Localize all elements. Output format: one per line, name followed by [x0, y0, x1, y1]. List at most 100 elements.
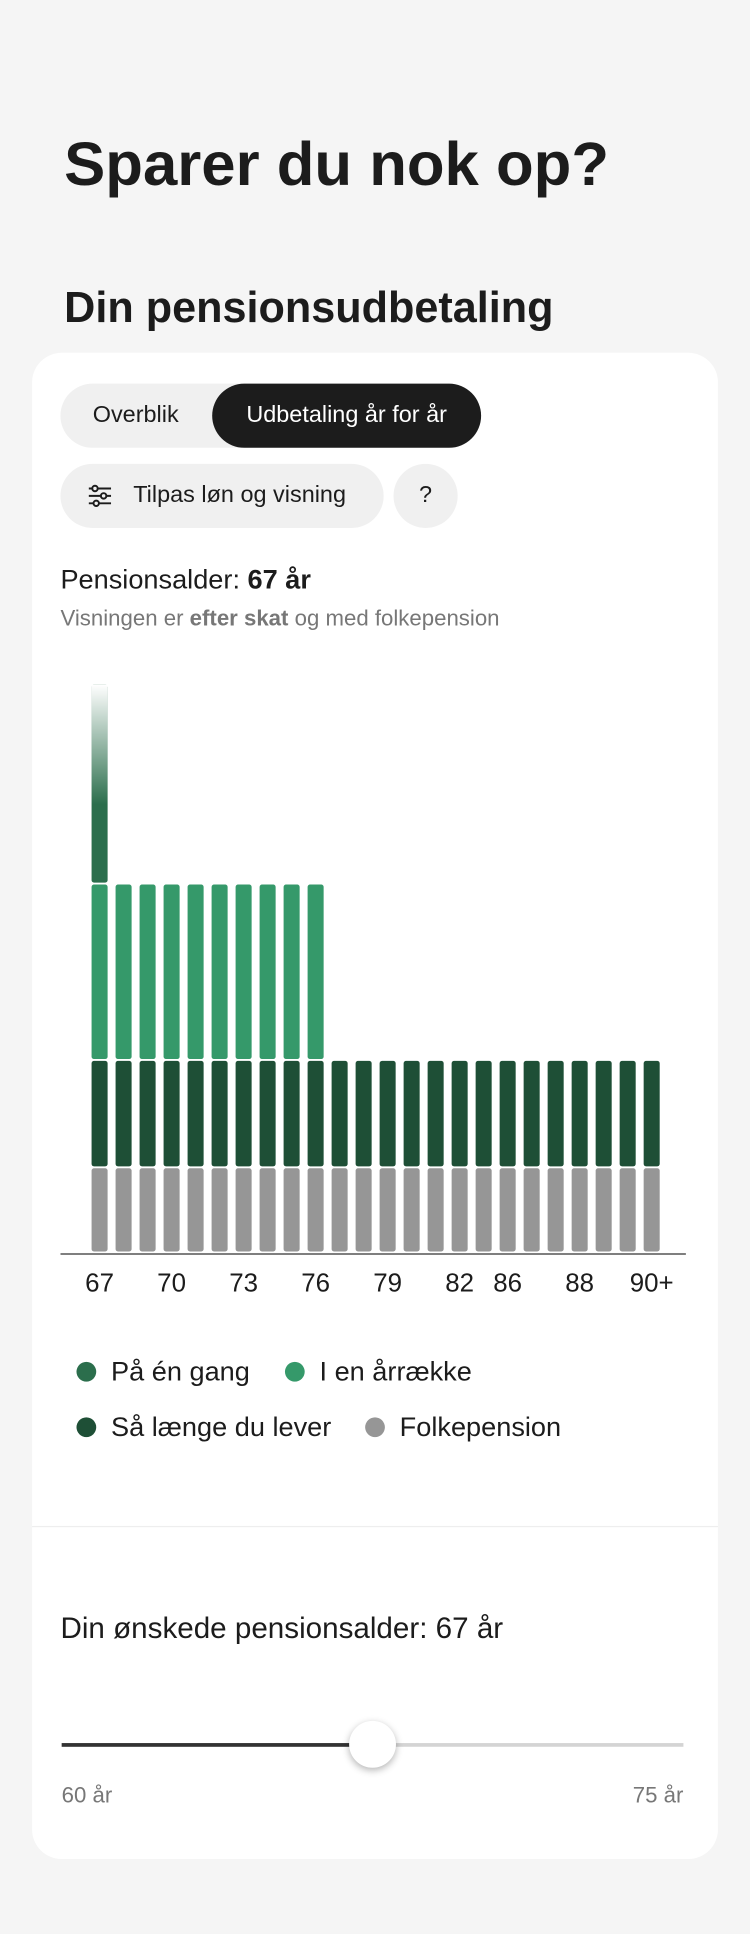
- bar-segment: [643, 1168, 660, 1252]
- legend-label: Så længe du lever: [111, 1411, 332, 1443]
- legend-item: Folkepension: [365, 1411, 561, 1443]
- bar-segment: [379, 1060, 396, 1167]
- fade: [91, 684, 108, 885]
- legend-label: I en årrække: [319, 1355, 472, 1387]
- x-tick-label: 79: [373, 1270, 402, 1298]
- bar-segment: [283, 1060, 300, 1167]
- bar-segment: [331, 1060, 348, 1167]
- bar-segment: [499, 1168, 516, 1252]
- x-tick-label: 88: [565, 1270, 594, 1298]
- bar-segment: [115, 1168, 132, 1252]
- slider-max: 75 år: [632, 1782, 684, 1808]
- slider-min: 60 år: [61, 1782, 113, 1808]
- bar-segment: [211, 884, 228, 1060]
- bar-segment: [235, 884, 252, 1060]
- pension-age: Pensionsalder: 67 år: [60, 564, 310, 596]
- legend-swatch: [365, 1417, 385, 1438]
- bar-segment: [595, 1060, 612, 1167]
- x-tick-label: 67: [85, 1270, 114, 1298]
- bar-segment: [163, 1168, 180, 1252]
- x-tick-label: 73: [229, 1270, 258, 1298]
- bar-segment: [163, 884, 180, 1060]
- bar-segment: [403, 1168, 420, 1252]
- note-bold: efter skat: [189, 605, 289, 631]
- chart: 67 70 73 76 79 82 86 88 90+: [60, 684, 686, 1298]
- bar-segment: [427, 1168, 444, 1252]
- bar-segment: [115, 884, 132, 1060]
- bar-segment: [403, 1060, 420, 1167]
- x-tick-label: 76: [301, 1270, 330, 1298]
- bar-segment: [355, 1060, 372, 1167]
- tab-active[interactable]: Udbetaling år for år: [212, 383, 482, 448]
- bar-segment: [307, 1060, 324, 1167]
- bar-segment: [259, 1168, 276, 1252]
- legend-label: På én gang: [111, 1355, 250, 1387]
- divider: [32, 1525, 718, 1528]
- bar-segment: [499, 1060, 516, 1167]
- legend-item: Så længe du lever: [76, 1411, 331, 1443]
- legend-swatch: [284, 1361, 305, 1382]
- bar-segment: [283, 1168, 300, 1252]
- bar-segment: [475, 1168, 492, 1252]
- bar-segment: [355, 1168, 372, 1252]
- legend-swatch: [76, 1417, 97, 1438]
- bar-segment: [451, 1168, 468, 1252]
- legend-label: Folkepension: [399, 1411, 562, 1443]
- bar-segment: [619, 1060, 636, 1167]
- x-tick-label: 86: [493, 1270, 522, 1298]
- bar-segment: [427, 1060, 444, 1167]
- settings-icon: [88, 484, 112, 508]
- bar-segment: [187, 884, 204, 1060]
- help-button[interactable]: ?: [393, 463, 458, 528]
- bar-segment: [331, 1168, 348, 1252]
- bar-segment: [139, 884, 156, 1060]
- legend-item: I en årrække: [284, 1355, 472, 1388]
- note: Visningen er efter skat og med folkepens…: [60, 606, 499, 632]
- legend-item: På én gang: [76, 1355, 250, 1388]
- bar-segment: [91, 1060, 108, 1167]
- bar-segment: [91, 1168, 108, 1252]
- bar-segment: [571, 1060, 588, 1167]
- bar-segment: [211, 1168, 228, 1252]
- bar-segment: [619, 1168, 636, 1252]
- slider-thumb[interactable]: [349, 1720, 396, 1768]
- bar-segment: [163, 1060, 180, 1167]
- bar-segment: [451, 1060, 468, 1167]
- bar-segment: [139, 1168, 156, 1252]
- bar-segment: [523, 1168, 540, 1252]
- note-text: og med folkepension: [294, 605, 500, 631]
- button-label: Tilpas løn og visning: [133, 482, 347, 509]
- x-tick-label: 90+: [630, 1270, 674, 1298]
- label: Pensionsalder:: [60, 563, 240, 595]
- section-title: Din pensionsudbetaling: [64, 283, 554, 332]
- bar-segment: [547, 1060, 564, 1167]
- bar-segment: [307, 884, 324, 1060]
- bar-segment: [283, 884, 300, 1060]
- bar-segment: [187, 1168, 204, 1252]
- bar-segment: [259, 884, 276, 1060]
- bar-segment: [91, 884, 108, 1060]
- bar-segment: [139, 1060, 156, 1167]
- bar-segment: [307, 1168, 324, 1252]
- bar-segment: [235, 1060, 252, 1167]
- note-text: Visningen er: [60, 605, 184, 631]
- slider-label: Din ønskede pensionsalder: 67 år: [60, 1612, 504, 1646]
- bar-segment: [187, 1060, 204, 1167]
- customize-button[interactable]: Tilpas løn og visning: [60, 463, 384, 528]
- bar-segment: [475, 1060, 492, 1167]
- bar-segment: [595, 1168, 612, 1252]
- bar-segment: [259, 1060, 276, 1167]
- bar-segment: [523, 1060, 540, 1167]
- bar-segment: [547, 1168, 564, 1252]
- tab[interactable]: Overblik: [92, 402, 179, 429]
- bar-segment: [211, 1060, 228, 1167]
- bar-segment: [643, 1060, 660, 1167]
- page-title: Sparer du nok op?: [64, 129, 610, 199]
- bar-segment: [115, 1060, 132, 1167]
- value: 67 år: [247, 563, 311, 595]
- x-tick-label: 70: [157, 1270, 186, 1298]
- x-tick-label: 82: [445, 1270, 474, 1298]
- legend-swatch: [76, 1361, 97, 1382]
- bar-segment: [571, 1168, 588, 1252]
